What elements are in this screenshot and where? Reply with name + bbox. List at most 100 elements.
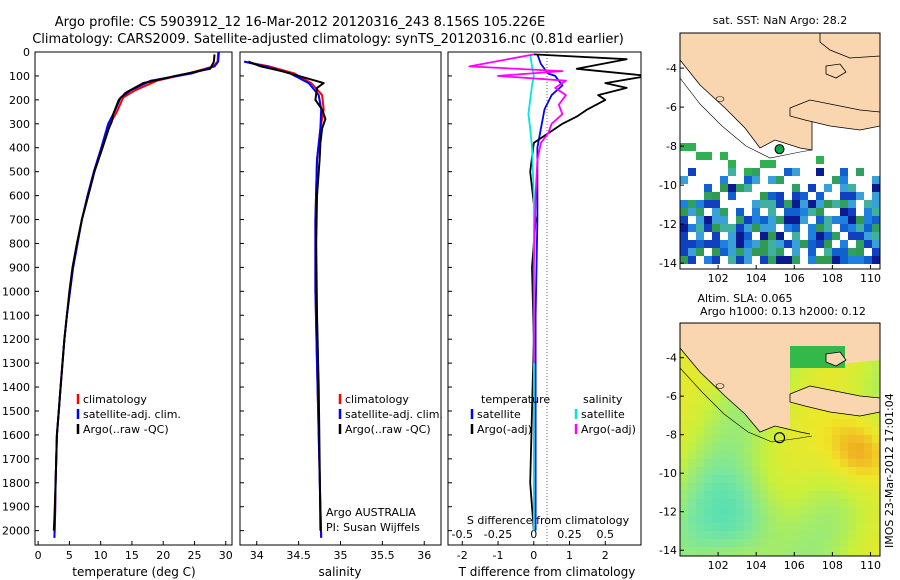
sla-cell [848,539,857,548]
sst-cell [792,184,800,192]
sla-cell [816,547,825,556]
sst-cell [752,224,760,232]
sst-cell [768,176,776,184]
map-x-tick-label: 110 [860,559,881,572]
sst-cell [840,176,848,184]
sla-cell [856,427,865,436]
temperature-axes-frame [34,51,233,546]
bangka-island-2 [825,351,847,367]
sst-cell [848,200,856,208]
sla-cell [768,547,777,556]
sla-map-title-line1: Altim. SLA: 0.065 [697,292,792,305]
sst-cell [712,248,720,256]
sst-cell [688,143,696,151]
sla-cell [856,515,865,524]
sla-cell [776,451,785,460]
sla-cell [872,451,880,460]
sla-cell [752,507,761,516]
java-land [789,99,880,131]
sla-cell [696,411,705,420]
sla-cell [720,499,729,508]
sst-cell [712,192,720,200]
sst-cell [728,232,736,240]
sla-cell [728,523,737,532]
sla-cell [864,411,873,420]
sla-argo-position-marker [773,432,786,444]
sla-cell [816,435,825,444]
sla-cell [680,355,689,364]
sla-cell [696,395,705,404]
sst-cell [872,192,880,200]
sla-cell [680,467,689,476]
sla-cell [864,499,873,508]
sla-cell [720,443,729,452]
sst-map-panel: sat. SST: NaN Argo: 28.2 102 104 106 108 110… [659,14,881,285]
sla-cell [872,435,880,444]
sla-cell [768,539,777,548]
sla-cell [816,443,825,452]
sla-cell [808,419,817,428]
sla-cell [712,411,721,420]
sla-cell [752,499,761,508]
depth-tick-label: 600 [9,190,30,203]
sla-cell [680,371,689,380]
sst-cell [696,200,704,208]
sla-cell [864,507,873,516]
sla-cell [824,507,833,516]
sla-cell [680,363,689,372]
sla-cell [824,371,833,380]
sla-cell [712,403,721,412]
sst-cell [840,256,848,264]
sla-cell [736,515,745,524]
sla-cell [744,507,753,516]
sla-cell [824,491,833,500]
sst-cell [696,248,704,256]
sla-cell [824,443,833,452]
depth-tick-label: 1200 [2,333,30,346]
sst-cell [832,248,840,256]
sla-cell [744,515,753,524]
sst-cell [808,184,816,192]
sst-cell [784,208,792,216]
sst-cell [816,256,824,264]
sst-cell [736,240,744,248]
sla-cell [680,443,689,452]
sla-cell [688,427,697,436]
sst-cell [776,248,784,256]
sla-cell [760,475,769,484]
sla-cell [776,427,785,436]
sla-cell [696,523,705,532]
map-y-tick-label: -8 [666,429,677,442]
sla-cell [704,387,713,396]
x-tick-label: 35 [334,549,348,562]
sla-cell [824,539,833,548]
sla-cell [680,387,689,396]
sst-cell [736,256,744,264]
sla-cell [720,539,729,548]
sla-cell [824,531,833,540]
sst-cell [848,224,856,232]
sla-cell [784,443,793,452]
sla-cell [776,467,785,476]
sst-cell [752,216,760,224]
sla-cell [744,547,753,556]
sst-cell [720,240,728,248]
sla-cell [856,451,865,460]
sla-cell [768,443,777,452]
bathymetry-contour [680,77,813,159]
x-tick-label: 1 [566,549,573,562]
sla-cell [816,379,825,388]
sla-cell [728,499,737,508]
sla-cell [728,443,737,452]
s-diff-tick-label: -0.5 [452,528,473,541]
sla-cell [800,531,809,540]
sst-cell [824,224,832,232]
sla-cell [848,475,857,484]
sla-cell [840,387,849,396]
sla-cell [744,483,753,492]
sla-cell [832,507,841,516]
sst-cell [760,160,768,168]
sla-cell [720,419,729,428]
sla-cell [824,419,833,428]
sst-cell [856,240,864,248]
